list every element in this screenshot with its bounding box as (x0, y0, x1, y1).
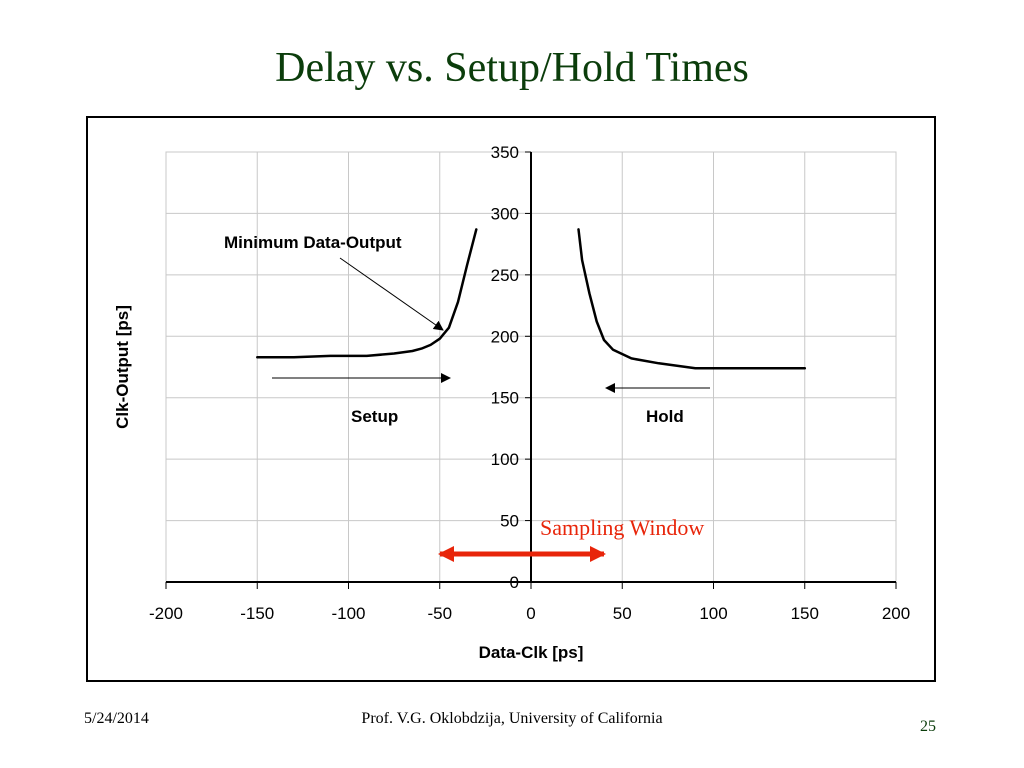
y-tick-label: 300 (491, 204, 519, 223)
min-data-output-pointer (339, 257, 444, 331)
y-tick-label: 100 (491, 450, 519, 469)
x-tick-label: 100 (699, 604, 727, 623)
x-tick-label: -200 (149, 604, 183, 623)
footer-date: 5/24/2014 (84, 710, 149, 727)
y-tick-label: 350 (491, 143, 519, 162)
hold-curve (577, 228, 807, 370)
page-number: 25 (920, 718, 936, 735)
sampling-window-label: Sampling Window (540, 515, 704, 540)
y-tick-label: 200 (491, 327, 519, 346)
x-tick-label: 150 (791, 604, 819, 623)
x-tick-label: -150 (240, 604, 274, 623)
x-tick-label: -100 (331, 604, 365, 623)
chart-frame (86, 116, 936, 682)
y-axis-title: Clk-Output [ps] (113, 305, 132, 429)
series (256, 228, 807, 370)
y-tick-label: 150 (491, 389, 519, 408)
slide-title: Delay vs. Setup/Hold Times (275, 45, 749, 91)
y-tick-label: 250 (491, 266, 519, 285)
x-axis-title: Data-Clk [ps] (479, 643, 584, 662)
x-tick-label: 200 (882, 604, 910, 623)
x-tick-label: 0 (526, 604, 535, 623)
annotations: Minimum Data-Output Setup Hold Sampling … (224, 233, 710, 562)
x-tick-label: -50 (427, 604, 452, 623)
axes: -200-150-100-500501001502000501001502002… (149, 143, 910, 623)
setup-curve (256, 228, 478, 359)
min-data-output-label: Minimum Data-Output (224, 233, 402, 252)
footer-author: Prof. V.G. Oklobdzija, University of Cal… (361, 710, 663, 727)
x-tick-label: 50 (613, 604, 632, 623)
hold-label: Hold (646, 407, 684, 426)
y-tick-label: 50 (500, 512, 519, 531)
setup-label: Setup (351, 407, 398, 426)
